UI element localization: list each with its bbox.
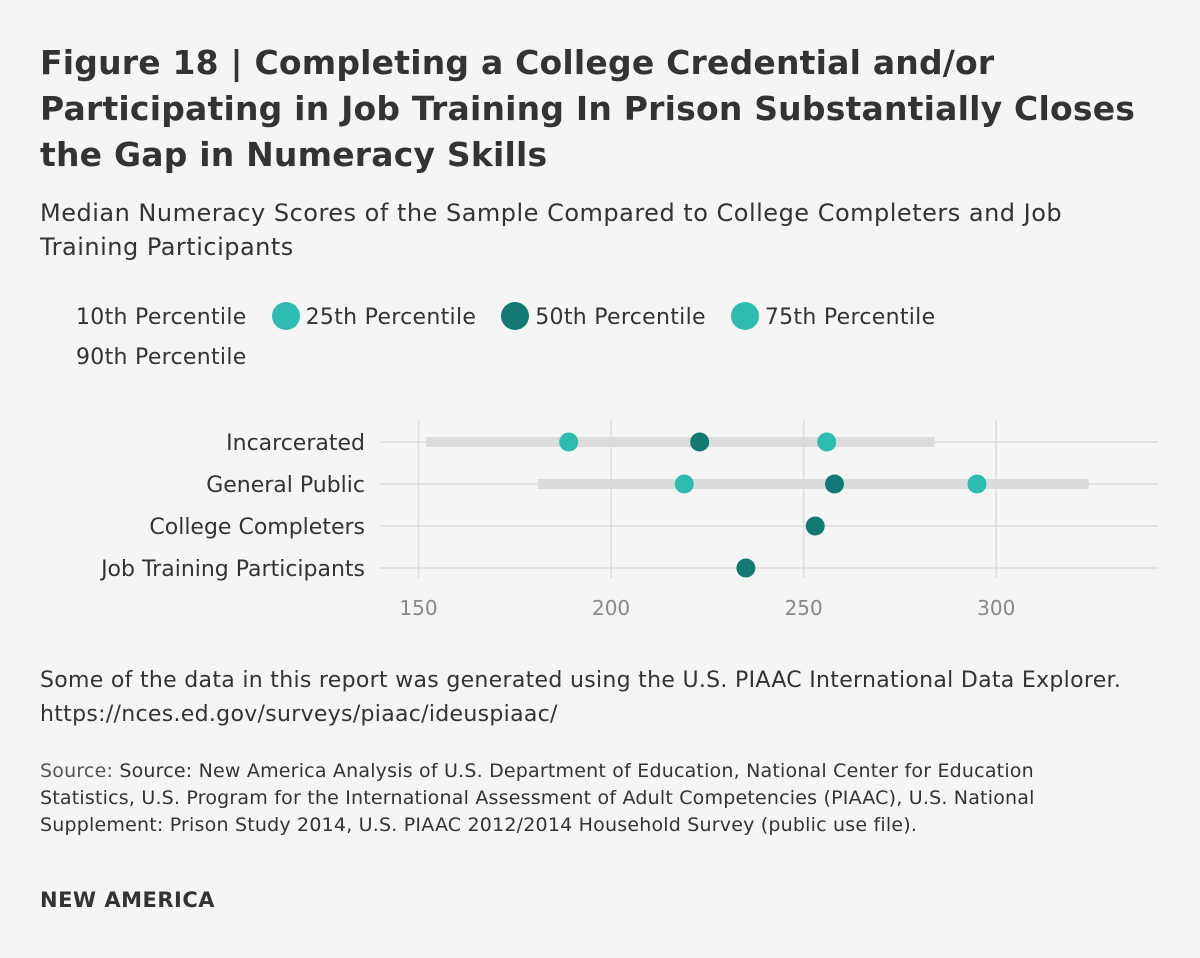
x-tick-label: 250 bbox=[785, 596, 823, 620]
legend-swatch-p25 bbox=[271, 302, 300, 330]
chart-title: Figure 18 | Completing a College Credent… bbox=[40, 43, 1136, 174]
category-label: Job Training Participants bbox=[99, 557, 365, 582]
legend-label-p25: 25th Percentile bbox=[305, 305, 477, 330]
dot-p50 bbox=[805, 516, 825, 536]
legend-row: 90th Percentile bbox=[76, 338, 1076, 378]
dot-p50 bbox=[824, 474, 844, 494]
dot-p75 bbox=[817, 432, 837, 452]
category-label: Incarcerated bbox=[226, 431, 365, 456]
category-label: General Public bbox=[206, 473, 365, 498]
chart-subtitle: Median Numeracy Scores of the Sample Com… bbox=[40, 199, 1063, 261]
legend-label-p75: 75th Percentile bbox=[764, 305, 936, 330]
dot-p25 bbox=[674, 474, 694, 494]
source-prefix: Source: bbox=[40, 760, 114, 782]
legend: 10th Percentile 25th Percentile 50th Per… bbox=[76, 298, 1076, 378]
range-bar bbox=[426, 437, 935, 447]
legend-item-p90: 90th Percentile bbox=[76, 338, 247, 378]
dot-p50 bbox=[736, 558, 756, 578]
dot-p50 bbox=[690, 432, 710, 452]
source-text: Source: New America Analysis of U.S. Dep… bbox=[40, 760, 1035, 836]
legend-label-p10: 10th Percentile bbox=[76, 305, 247, 330]
data-note: Some of the data in this report was gene… bbox=[40, 668, 1122, 727]
range-bar bbox=[537, 479, 1089, 489]
dot-range-chart: Incarcerated General Public College Comple… bbox=[99, 420, 1158, 620]
legend-label-p50: 50th Percentile bbox=[535, 305, 706, 330]
brand-wordmark: NEW AMERICA bbox=[40, 888, 216, 912]
legend-item-p25: 25th Percentile bbox=[271, 298, 477, 338]
dot-p25 bbox=[559, 432, 579, 452]
legend-item-p50: 50th Percentile bbox=[501, 298, 706, 338]
legend-swatch-p50 bbox=[501, 302, 530, 330]
x-tick-label: 150 bbox=[399, 596, 437, 620]
source-note: Source: Source: New America Analysis of … bbox=[40, 758, 1120, 839]
legend-item-p10: 10th Percentile bbox=[76, 298, 247, 338]
category-label: College Completers bbox=[149, 515, 365, 540]
legend-item-p75: 75th Percentile bbox=[730, 298, 936, 338]
x-tick-label: 300 bbox=[977, 596, 1015, 620]
x-tick-label: 200 bbox=[592, 596, 630, 620]
dot-p75 bbox=[967, 474, 987, 494]
legend-label-p90: 90th Percentile bbox=[76, 345, 247, 370]
legend-row: 10th Percentile 25th Percentile 50th Per… bbox=[76, 298, 1076, 338]
legend-swatch-p75 bbox=[730, 302, 759, 330]
